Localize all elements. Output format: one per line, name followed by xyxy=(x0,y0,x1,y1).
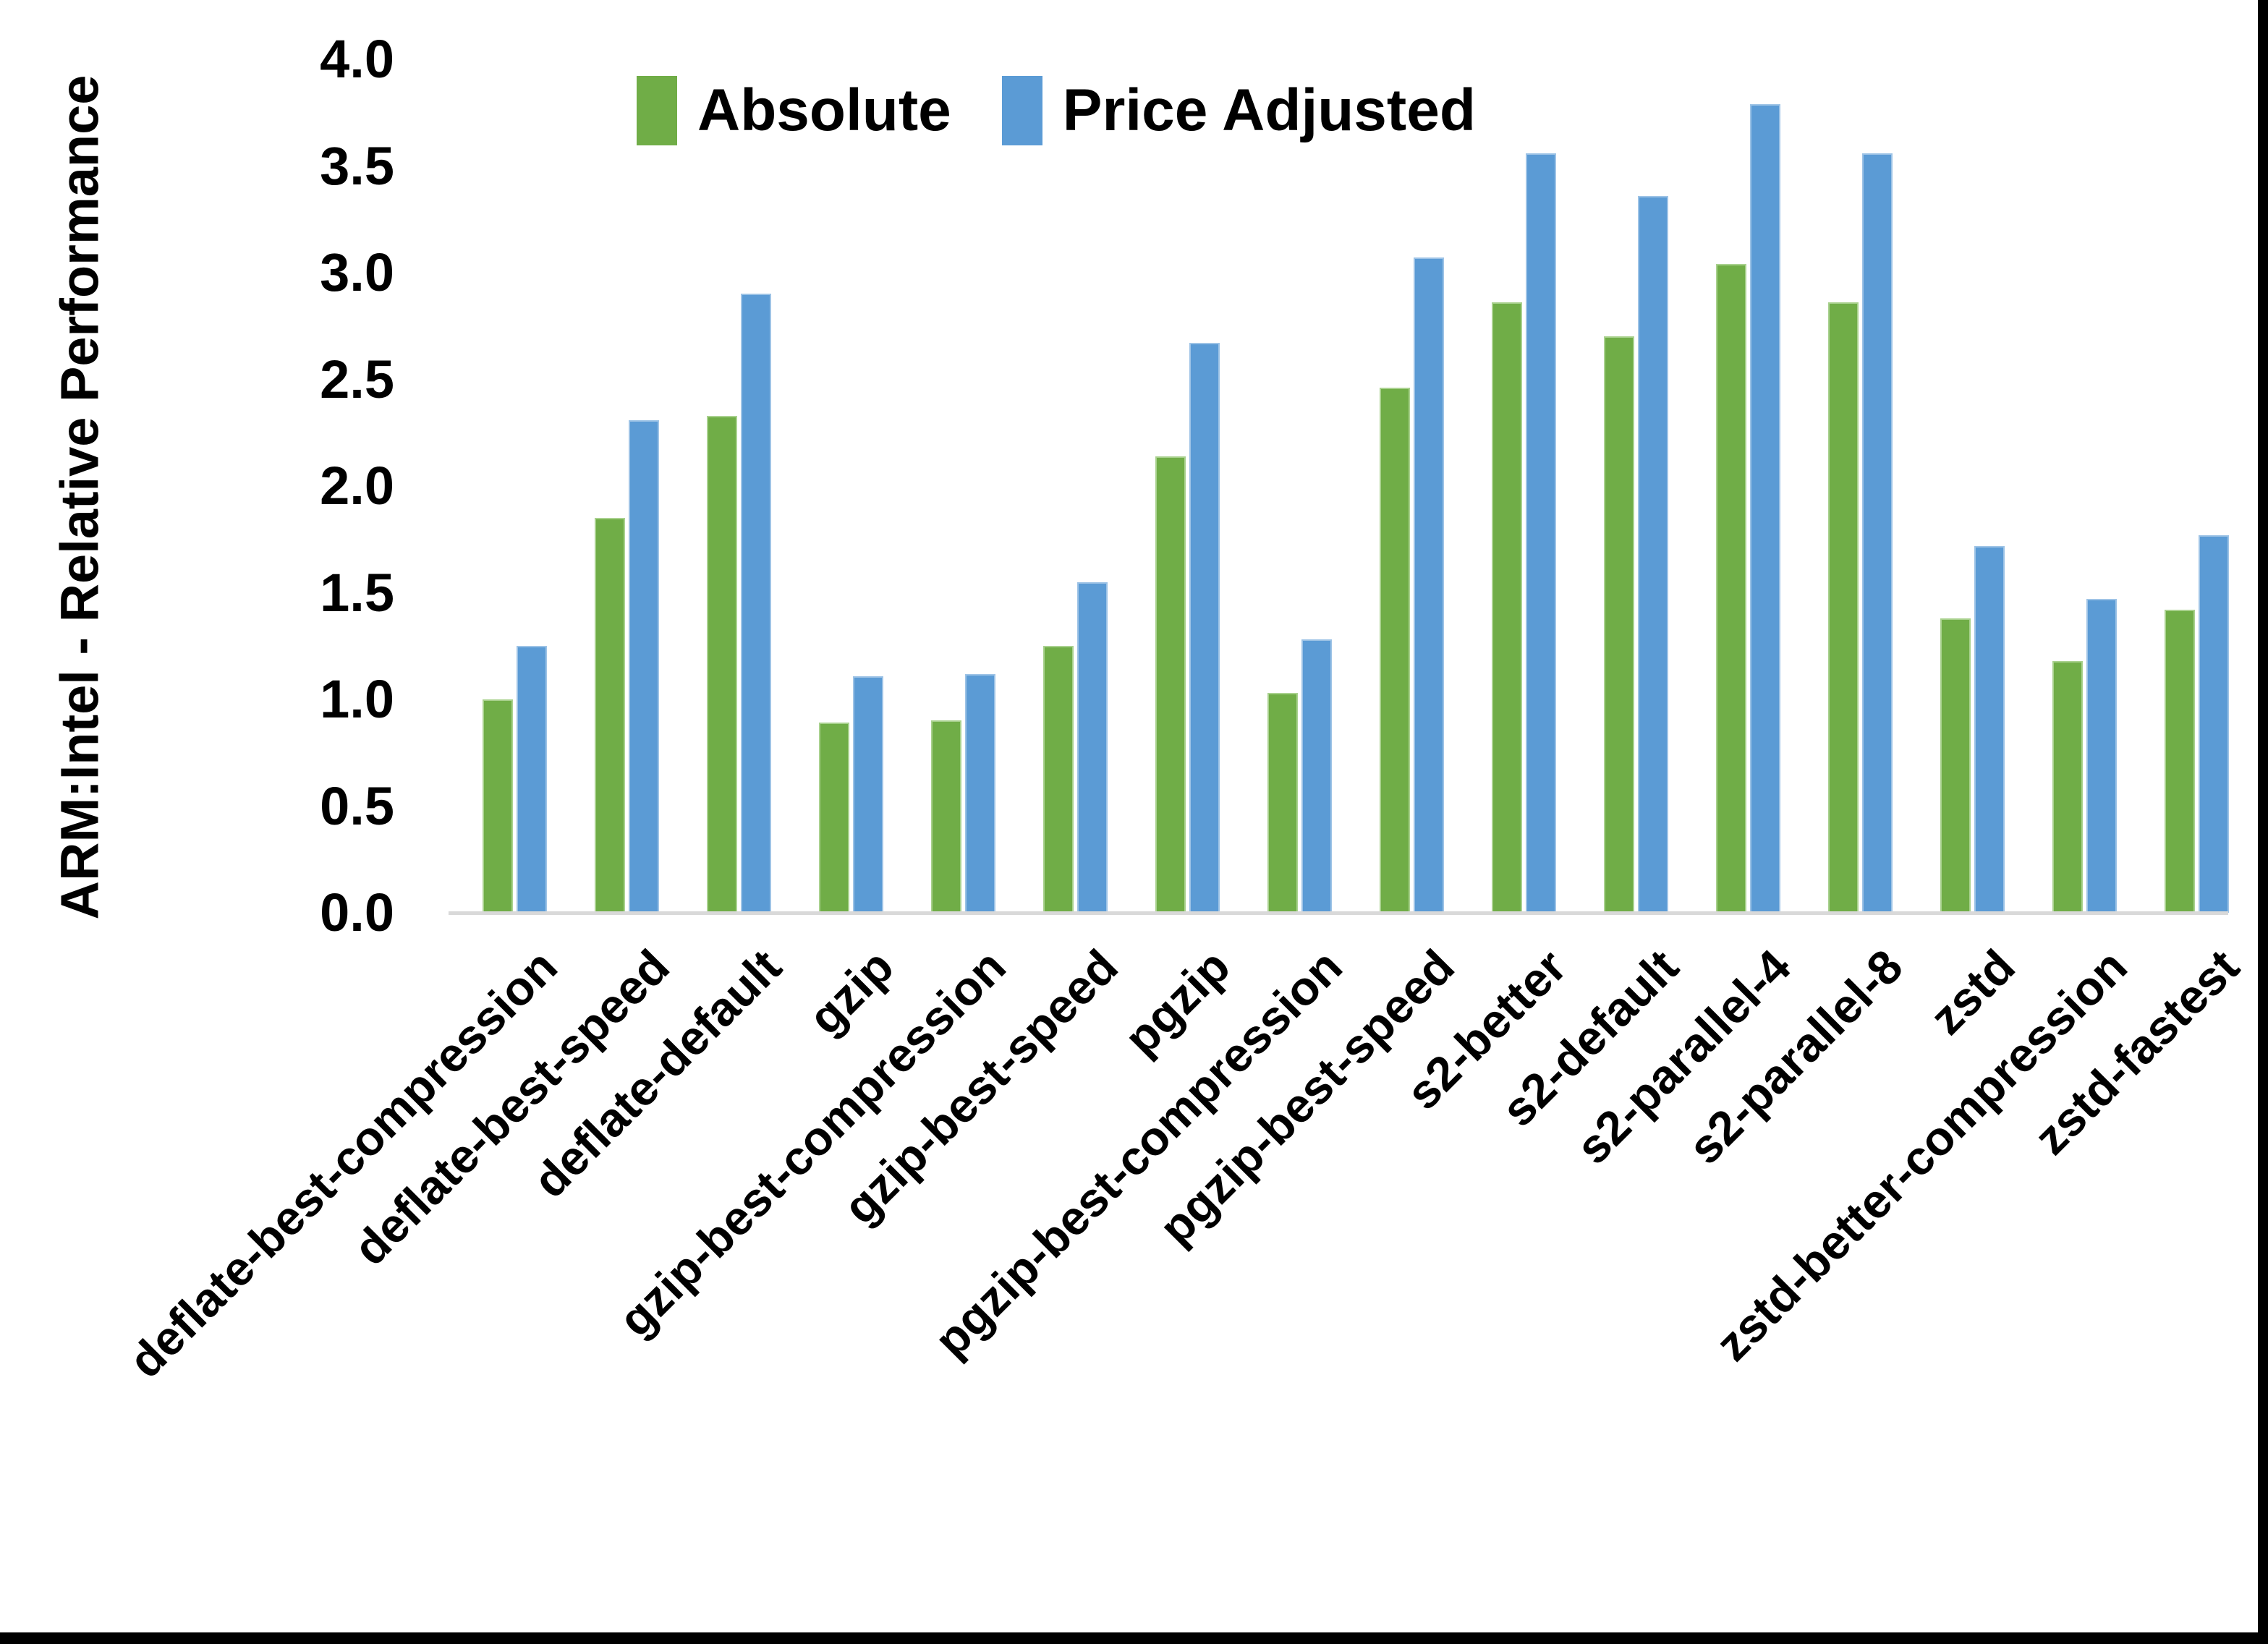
legend-item-price-adjusted: Price Adjusted xyxy=(1001,76,1476,145)
y-tick-label-1.0: 1.0 xyxy=(320,669,394,729)
legend-label-absolute: Absolute xyxy=(697,77,951,143)
x-axis-line xyxy=(449,911,2228,915)
bar-price-adjusted-gzip-best-speed xyxy=(1077,582,1108,913)
bar-price-adjusted-zstd-fastest xyxy=(2199,535,2229,913)
legend: Absolute Price Adjusted xyxy=(637,76,1476,145)
bar-absolute-deflate-best-compression xyxy=(483,699,513,913)
legend-swatch-absolute xyxy=(637,76,677,145)
bar-price-adjusted-s2-parallel-8 xyxy=(1862,153,1893,913)
bar-absolute-zstd xyxy=(1940,618,1971,913)
bar-absolute-deflate-default xyxy=(707,416,737,913)
bar-absolute-gzip-best-compression xyxy=(931,720,961,913)
bar-absolute-gzip xyxy=(819,723,849,913)
bar-price-adjusted-deflate-default xyxy=(741,294,771,913)
bar-absolute-zstd-fastest xyxy=(2165,610,2195,913)
bar-price-adjusted-pgzip-best-compression xyxy=(1301,639,1332,913)
bar-absolute-gzip-best-speed xyxy=(1043,646,1074,913)
y-tick-label-0.0: 0.0 xyxy=(320,882,394,942)
bar-price-adjusted-pgzip xyxy=(1189,343,1220,913)
legend-label-price-adjusted: Price Adjusted xyxy=(1062,77,1476,143)
bar-absolute-pgzip-best-speed xyxy=(1380,388,1410,913)
y-axis-title: ARM:Intel - Relative Performance xyxy=(49,74,110,920)
bar-price-adjusted-s2-default xyxy=(1638,196,1668,913)
y-tick-label-2.5: 2.5 xyxy=(320,349,394,409)
y-tick-label-3.0: 3.0 xyxy=(320,242,394,302)
bar-absolute-s2-parallel-4 xyxy=(1716,264,1746,913)
bar-price-adjusted-deflate-best-compression xyxy=(517,646,547,913)
bar-absolute-pgzip-best-compression xyxy=(1267,693,1298,913)
y-tick-label-4.0: 4.0 xyxy=(320,29,394,89)
bar-price-adjusted-gzip-best-compression xyxy=(965,674,995,913)
y-tick-label-3.5: 3.5 xyxy=(320,135,394,196)
legend-swatch-price-adjusted xyxy=(1001,76,1042,145)
bar-absolute-deflate-best-speed xyxy=(595,518,625,913)
y-tick-label-1.5: 1.5 xyxy=(320,562,394,623)
bar-price-adjusted-pgzip-best-speed xyxy=(1414,257,1444,913)
bar-price-adjusted-zstd-better-compression xyxy=(2086,599,2117,913)
bar-price-adjusted-s2-parallel-4 xyxy=(1750,104,1780,913)
bar-price-adjusted-zstd xyxy=(1974,546,2005,913)
y-tick-label-2.0: 2.0 xyxy=(320,456,394,516)
bar-absolute-s2-parallel-8 xyxy=(1828,302,1859,913)
bar-price-adjusted-deflate-best-speed xyxy=(629,420,659,913)
bar-absolute-s2-default xyxy=(1604,336,1634,913)
bar-absolute-s2-better xyxy=(1492,302,1522,913)
bar-price-adjusted-gzip xyxy=(853,676,883,913)
right-border xyxy=(2258,0,2268,1644)
legend-item-absolute: Absolute xyxy=(637,76,951,145)
bar-price-adjusted-s2-better xyxy=(1526,153,1556,913)
bar-absolute-zstd-better-compression xyxy=(2052,661,2083,913)
bottom-border xyxy=(0,1632,2268,1644)
y-tick-label-0.5: 0.5 xyxy=(320,775,394,836)
bar-absolute-pgzip xyxy=(1155,456,1186,913)
